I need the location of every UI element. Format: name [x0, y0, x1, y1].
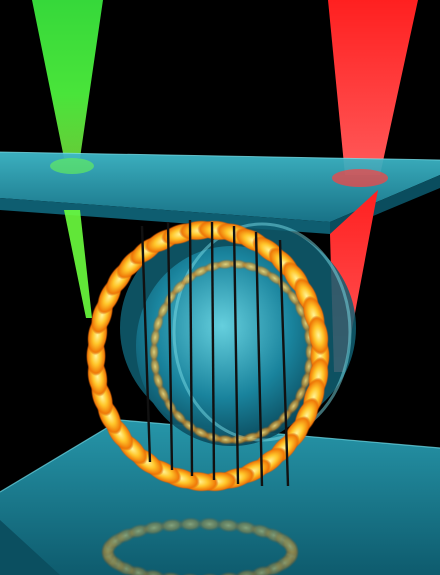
- fiber-line: [166, 221, 174, 471]
- reflection-lobe: [281, 535, 299, 557]
- reflection-lobe: [216, 518, 241, 533]
- fiber-line: [232, 225, 240, 485]
- fiber-line: [278, 239, 290, 487]
- glowing-mode-ring: [86, 220, 330, 492]
- green-laser-beam-lower: [64, 210, 92, 318]
- inner-ring-lobe: [149, 342, 159, 362]
- reflection-lobe: [159, 518, 184, 533]
- fiber-line: [188, 219, 194, 477]
- fiber-line: [254, 231, 264, 487]
- top-glass-slab: [0, 151, 440, 234]
- green-laser-beam-upper: [32, 0, 103, 158]
- reflection-lobe: [234, 568, 258, 575]
- reflection-lobe: [249, 565, 274, 575]
- red-laser-beam-upper: [328, 0, 418, 175]
- reflection-lobe: [197, 517, 222, 532]
- reflection-lobe: [142, 520, 166, 536]
- fiber-line: [140, 225, 152, 463]
- ring-reflection: [101, 517, 299, 575]
- inner-mode-ring: [149, 259, 315, 445]
- ring-lobe: [308, 315, 329, 356]
- fiber-line: [210, 221, 216, 481]
- fiber-lines: [140, 219, 290, 487]
- reflection-lobe: [178, 517, 203, 532]
